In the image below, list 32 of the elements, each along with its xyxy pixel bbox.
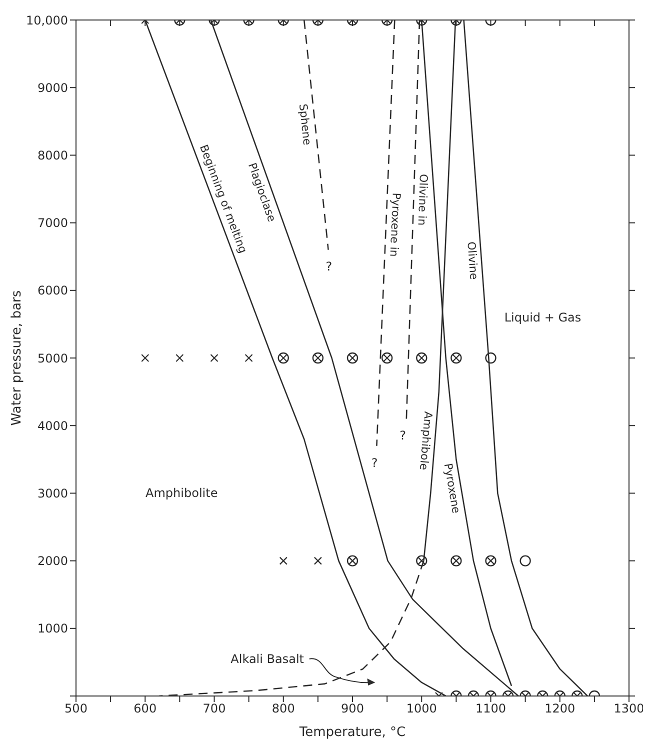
x-tick-label: 500 <box>64 702 88 716</box>
y-tick-label: 8000 <box>37 148 68 162</box>
text: Olivine in <box>415 174 430 226</box>
x-tick-label: 900 <box>341 702 364 716</box>
x-tick-label: 600 <box>134 702 157 716</box>
y-tick-label: 4000 <box>37 418 68 433</box>
y-tick-label: 5000 <box>37 351 68 366</box>
x-tick-label: 700 <box>202 702 226 716</box>
x-tick-label: 1200 <box>544 702 576 716</box>
text: Pyroxene <box>441 462 463 514</box>
x-tick-label: 1100 <box>475 702 506 716</box>
x-tick-label: 1000 <box>406 702 437 716</box>
text: Amphibole <box>416 410 435 471</box>
x-axis-title: Temperature, °C <box>298 725 406 740</box>
y-tick-label: 10,000 <box>26 13 68 28</box>
y-tick-label: 6000 <box>37 284 68 298</box>
text: Pyroxene in <box>387 192 403 258</box>
y-tick-label: 2000 <box>37 554 68 568</box>
y-tick-label: 7000 <box>37 216 68 230</box>
x-tick-label: 800 <box>272 702 295 716</box>
text: Olivine <box>464 241 480 280</box>
annotation: ? <box>371 456 378 470</box>
annotation: Liquid + Gas <box>504 310 582 324</box>
y-tick-label: 1000 <box>37 622 68 636</box>
y-axis-title: Water pressure, bars <box>10 290 25 426</box>
annotation: ? <box>326 260 332 274</box>
y-tick-label: 3000 <box>37 486 68 500</box>
annotation: ? <box>400 428 406 443</box>
annotation: Alkali Basalt <box>230 652 304 666</box>
y-tick-label: 9000 <box>37 80 68 95</box>
annotation: Amphibolite <box>146 486 218 500</box>
text: Sphene <box>296 103 314 146</box>
